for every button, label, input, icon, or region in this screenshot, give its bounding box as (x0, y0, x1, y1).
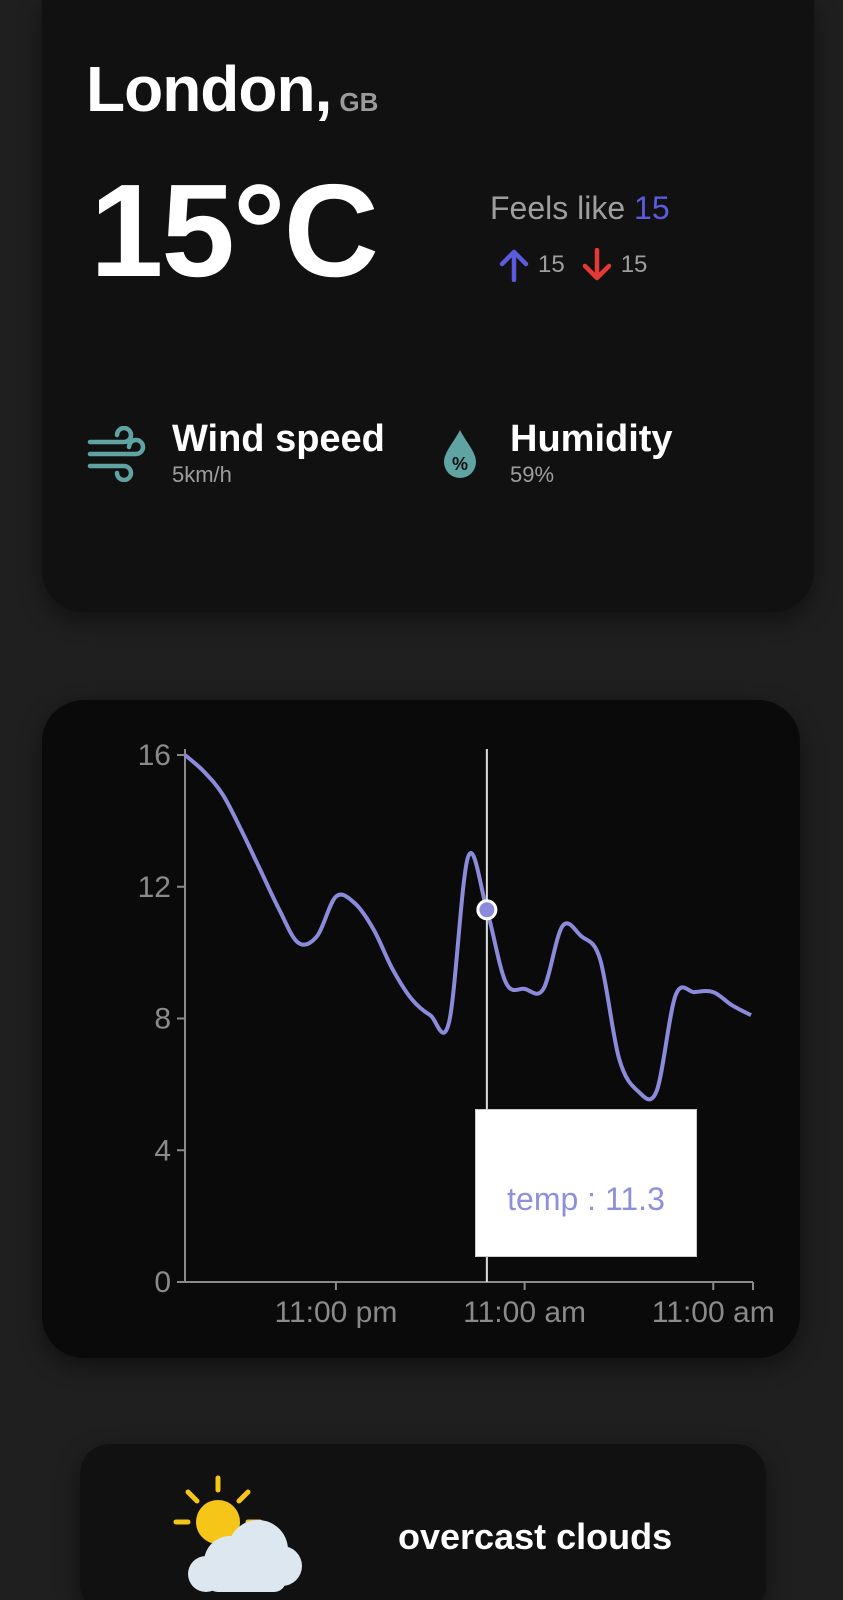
y-tick-label: 8 (154, 1003, 171, 1036)
y-tick-label: 0 (154, 1266, 171, 1299)
country-code: GB (339, 87, 379, 117)
x-tick-label: 11:00 am (463, 1296, 586, 1329)
tooltip-text: temp : 11.3 (507, 1181, 665, 1217)
feels-like-value: 15 (634, 190, 670, 226)
svg-text:%: % (452, 454, 468, 474)
y-tick-label: 12 (138, 871, 171, 904)
x-tick-label: 11:00 am (652, 1296, 775, 1329)
arrow-down-icon (582, 248, 611, 281)
temp-max-value: 15 (538, 251, 565, 278)
humidity-value: 59% (510, 462, 555, 487)
y-tick-label: 16 (138, 739, 171, 772)
wind-icon (87, 426, 146, 482)
feels-like-label: Feels like (490, 190, 626, 226)
x-tick-label: 11:00 pm (275, 1296, 398, 1329)
wind-speed-value: 5km/h (172, 462, 232, 487)
wind-text: Wind speed 5km/h (172, 420, 385, 488)
active-data-point (476, 899, 498, 921)
wind-speed-metric: Wind speed 5km/h (86, 420, 385, 488)
temp-series-line (183, 753, 752, 1102)
condition-card: overcast clouds (80, 1444, 766, 1600)
current-weather-card (42, 0, 814, 612)
humidity-drop-icon: % (444, 430, 476, 478)
condition-description: overcast clouds (398, 1516, 673, 1557)
partly-cloudy-icon (173, 1475, 302, 1592)
wind-speed-title: Wind speed (172, 418, 385, 460)
temp-range: 15 15 (498, 248, 647, 282)
feels-like: Feels like 15 (490, 190, 670, 227)
arrow-up-icon (499, 249, 529, 282)
humidity-title: Humidity (510, 418, 673, 460)
current-temperature: 15°C (90, 157, 379, 304)
city-name: London, GB (86, 52, 378, 126)
city-label: London, (86, 53, 332, 125)
temp-min-value: 15 (620, 251, 648, 278)
temperature-chart-card: 0 4 8 12 16 11:00 pm 11:00 am 11:00 am (42, 700, 800, 1358)
y-tick-label: 4 (154, 1134, 171, 1167)
temperature-line-chart[interactable]: 0 4 8 12 16 11:00 pm 11:00 am 11:00 am (42, 700, 800, 1358)
humidity-metric: % Humidity 59% (440, 420, 673, 488)
humidity-text: Humidity 59% (510, 420, 673, 488)
chart-tooltip: temp : 11.3 (475, 1109, 697, 1257)
